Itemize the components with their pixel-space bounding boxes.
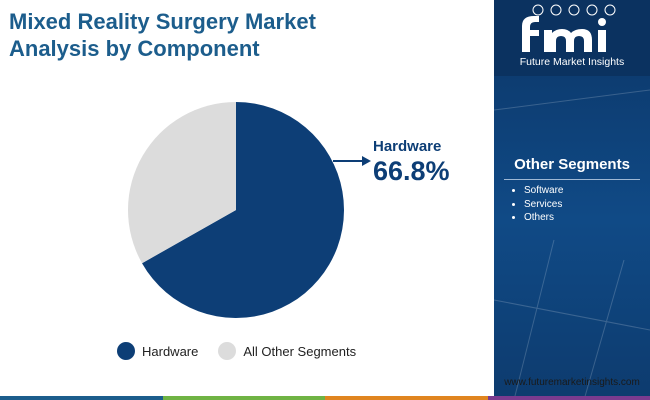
legend-swatch-other xyxy=(218,342,237,360)
logo-text: Future Market Insights xyxy=(519,56,625,68)
side-panel: Future Market Insights Other Segments So… xyxy=(494,0,650,400)
legend-swatch-hardware xyxy=(117,342,135,360)
brand-logo: Future Market Insights xyxy=(494,0,650,76)
bar-segment-purple xyxy=(487,396,650,400)
chart-legend: Hardware All Other Segments xyxy=(117,342,376,360)
legend-item-other: All Other Segments xyxy=(218,342,356,360)
segments-divider xyxy=(504,179,640,180)
bar-segment-orange xyxy=(325,396,488,400)
panel-texture xyxy=(494,89,650,400)
chart-title-line-2: Analysis by Component xyxy=(9,36,260,61)
bar-segment-blue xyxy=(0,396,163,400)
fmi-logo-icon xyxy=(522,4,616,52)
pie-slice-hardware xyxy=(142,102,344,318)
annotation-label: Hardware xyxy=(373,138,442,155)
bar-segment-green xyxy=(162,396,325,400)
annotation-arrow xyxy=(333,156,371,166)
segment-item-services: Services xyxy=(524,198,563,212)
bottom-color-bar xyxy=(0,396,650,400)
website-link[interactable]: www.futuremarketinsights.com xyxy=(504,377,640,388)
segment-item-software: Software xyxy=(524,184,563,198)
legend-label-other: All Other Segments xyxy=(243,343,357,359)
pie-chart xyxy=(128,102,371,318)
segment-item-others: Others xyxy=(524,211,563,225)
annotation-value: 66.8% xyxy=(373,156,450,186)
legend-label-hardware: Hardware xyxy=(142,343,199,359)
chart-title-line-1: Mixed Reality Surgery Market xyxy=(9,9,316,34)
pie-slices xyxy=(128,102,344,318)
legend-item-hardware: Hardware xyxy=(117,342,198,360)
pie-slice-all-other-segments xyxy=(128,102,236,264)
segments-list: Software Services Others xyxy=(512,184,563,225)
chart-title: Mixed Reality Surgery Market Analysis by… xyxy=(9,8,479,62)
hardware-annotation: Hardware 66.8% xyxy=(373,138,450,186)
other-segments-title: Other Segments xyxy=(514,156,630,173)
